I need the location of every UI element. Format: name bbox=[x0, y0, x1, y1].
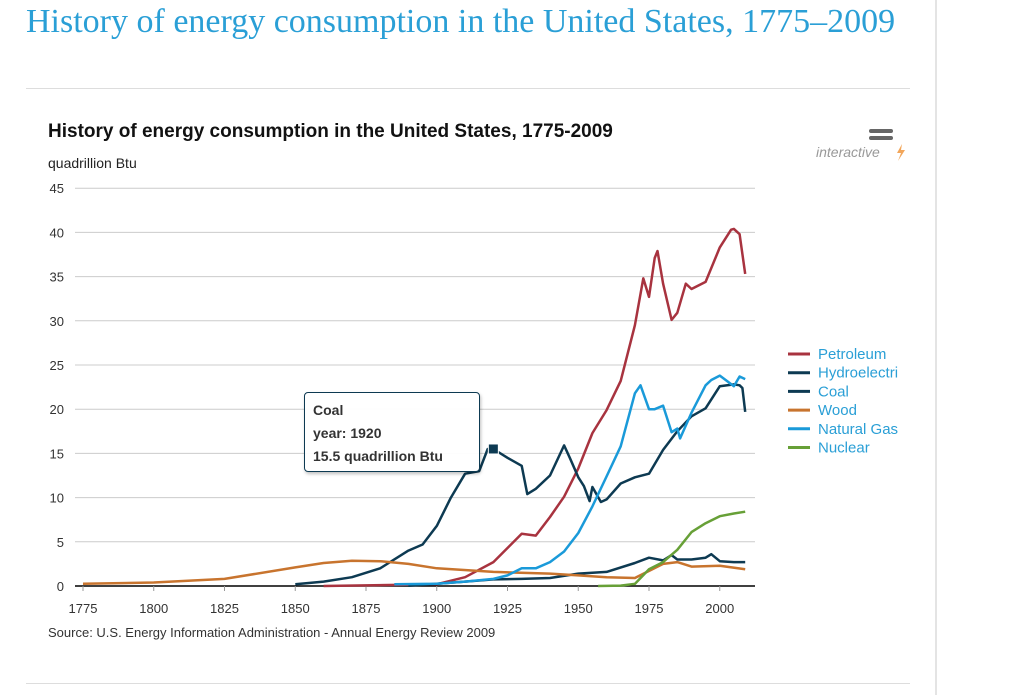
y-axis-label: quadrillion Btu bbox=[48, 155, 137, 171]
y-tick-label: 20 bbox=[50, 402, 64, 417]
legend-item[interactable]: Coal bbox=[788, 383, 849, 400]
x-tick-label: 1875 bbox=[352, 601, 381, 616]
tooltip: Coal year: 1920 15.5 quadrillion Btu bbox=[304, 392, 480, 472]
source-note: Source: U.S. Energy Information Administ… bbox=[48, 625, 495, 640]
hamburger-icon bbox=[869, 129, 893, 133]
y-tick-label: 15 bbox=[50, 446, 64, 461]
hamburger-icon bbox=[869, 136, 893, 140]
highlight-marker[interactable] bbox=[487, 443, 499, 455]
grid: 0 5 10 15 20 25 30 35 40 45 1775 1800 1825 1850 1875 19… bbox=[50, 181, 755, 616]
legend-item[interactable]: Wood bbox=[788, 402, 857, 419]
x-tick-label: 1925 bbox=[493, 601, 522, 616]
x-tick-label: 2000 bbox=[705, 601, 734, 616]
legend-item[interactable]: Nuclear bbox=[788, 440, 870, 457]
x-tick-label: 1825 bbox=[210, 601, 239, 616]
x-tick-label: 1800 bbox=[139, 601, 168, 616]
tooltip-value: 15.5 quadrillion Btu bbox=[313, 448, 443, 464]
tooltip-series: Coal bbox=[313, 402, 344, 418]
y-tick-label: 30 bbox=[50, 314, 64, 329]
legend-item[interactable]: Petroleum bbox=[788, 346, 886, 363]
y-tick-label: 5 bbox=[57, 535, 64, 550]
tooltip-year: year: 1920 bbox=[313, 425, 382, 441]
y-tick-label: 40 bbox=[50, 225, 64, 240]
legend-label: Hydroelectri bbox=[818, 365, 898, 382]
legend-label: Petroleum bbox=[818, 346, 886, 363]
y-tick-label: 35 bbox=[50, 270, 64, 285]
legend-label: Nuclear bbox=[818, 440, 870, 457]
divider bbox=[26, 683, 910, 684]
chart-title: History of energy consumption in the Uni… bbox=[48, 121, 613, 142]
divider bbox=[26, 88, 910, 89]
series-line-petroleum[interactable] bbox=[323, 227, 747, 588]
x-tick-label: 1950 bbox=[564, 601, 593, 616]
series-line-nuclear[interactable] bbox=[598, 510, 746, 588]
legend-label: Wood bbox=[818, 402, 857, 419]
legend-label: Natural Gas bbox=[818, 421, 898, 438]
y-tick-label: 0 bbox=[57, 579, 64, 594]
series-line-wood[interactable] bbox=[82, 559, 746, 586]
menu-button[interactable] bbox=[869, 129, 893, 140]
series-line-natural-gas[interactable] bbox=[394, 374, 746, 586]
y-tick-label: 45 bbox=[50, 181, 64, 196]
x-tick-label: 1850 bbox=[281, 601, 310, 616]
series-lines bbox=[82, 227, 747, 588]
lightning-icon bbox=[897, 144, 905, 161]
legend-item[interactable]: Natural Gas bbox=[788, 421, 898, 438]
x-tick-label: 1775 bbox=[69, 601, 98, 616]
y-tick-label: 25 bbox=[50, 358, 64, 373]
legend-label: Coal bbox=[818, 383, 849, 400]
x-tick-label: 1975 bbox=[635, 601, 664, 616]
interactive-brand[interactable]: interactive bbox=[816, 144, 880, 160]
series-line-coal[interactable] bbox=[295, 383, 747, 586]
x-tick-label: 1900 bbox=[422, 601, 451, 616]
y-tick-label: 10 bbox=[50, 491, 64, 506]
page-title: History of energy consumption in the Uni… bbox=[26, 3, 896, 40]
page-border bbox=[935, 0, 937, 695]
legend-item[interactable]: Hydroelectri bbox=[788, 365, 898, 382]
